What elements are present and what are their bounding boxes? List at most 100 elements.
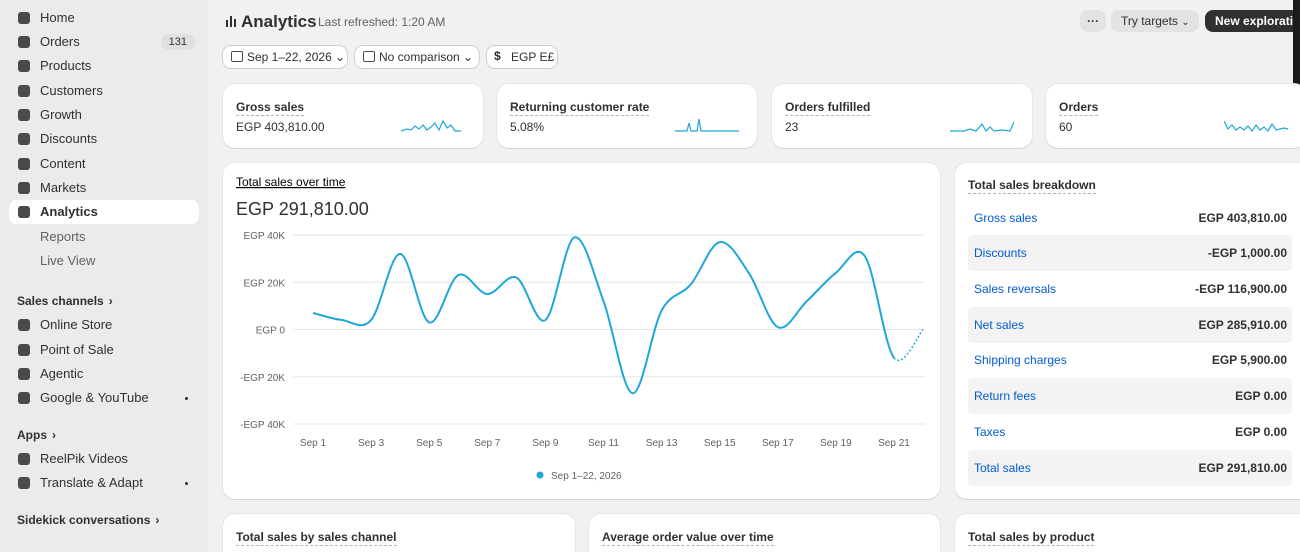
button-label: Try targets xyxy=(1121,14,1178,28)
product-card: Total sales by product xyxy=(955,514,1300,552)
breakdown-row: Shipping charges EGP 5,900.00 xyxy=(968,342,1292,378)
sparkline-path xyxy=(1224,120,1289,133)
chart: Total sales over time EGP 291,810.00 EGP… xyxy=(236,175,925,482)
nav-item[interactable]: Markets xyxy=(9,176,199,200)
nav-label: Google & YouTube xyxy=(40,390,149,405)
new-exploration-button[interactable]: New exploration xyxy=(1205,10,1300,32)
page-title: Analytics xyxy=(241,12,317,31)
comparison-filter[interactable]: No comparison ⌄ xyxy=(355,46,479,68)
breakdown-label[interactable]: Gross sales xyxy=(974,211,1038,225)
breakdown-row: Sales reversals -EGP 116,900.00 xyxy=(968,271,1292,307)
sparkline-path xyxy=(950,121,1015,132)
card-title: Total sales breakdown xyxy=(968,178,1096,194)
nav-icon xyxy=(18,12,30,24)
section-label: Apps xyxy=(17,428,47,442)
x-tick-label: Sep 3 xyxy=(358,438,385,449)
nav-label: ReelPik Videos xyxy=(40,451,128,466)
sidebar: Home Orders 131 Products Customers Growth Disc… xyxy=(0,0,208,552)
nav-label: Live View xyxy=(40,253,96,268)
sparkline-path xyxy=(401,119,461,132)
nav-icon xyxy=(18,85,30,97)
kpi-value: 60 xyxy=(1059,120,1073,134)
breakdown-label[interactable]: Sales reversals xyxy=(974,282,1057,296)
nav-item[interactable]: Point of Sale xyxy=(9,338,199,362)
currency-icon: $ xyxy=(494,49,501,63)
nav-item[interactable]: Home xyxy=(9,6,199,30)
nav-item[interactable]: Analytics xyxy=(9,200,199,224)
nav-item[interactable]: Discounts xyxy=(9,127,199,151)
nav-icon xyxy=(18,36,30,48)
nav-label: Reports xyxy=(40,229,86,244)
more-button[interactable]: ··· xyxy=(1080,10,1106,32)
breakdown-label[interactable]: Return fees xyxy=(974,389,1037,403)
x-tick-label: Sep 5 xyxy=(416,438,443,449)
filter-label: Sep 1–22, 2026 xyxy=(247,50,332,64)
kpi-label-wrap: Orders fulfilled xyxy=(785,100,871,116)
breakdown-label[interactable]: Total sales xyxy=(974,461,1031,475)
nav-item[interactable]: Agentic xyxy=(9,362,199,386)
x-tick-label: Sep 15 xyxy=(704,438,736,449)
breakdown-value: EGP 403,810.00 xyxy=(1198,211,1287,225)
kpi-card[interactable]: Gross sales EGP 403,810.00 xyxy=(223,84,483,148)
breakdown-value: EGP 291,810.00 xyxy=(1198,461,1287,475)
breakdown-label[interactable]: Net sales xyxy=(974,318,1025,332)
breakdown-value: -EGP 1,000.00 xyxy=(1207,246,1287,260)
nav-item[interactable]: Reports xyxy=(9,225,199,249)
kpi-label: Orders xyxy=(1059,100,1099,116)
nav-item[interactable]: Orders 131 xyxy=(9,30,199,54)
nav-item[interactable]: Google & YouTube xyxy=(9,386,199,410)
nav-label: Agentic xyxy=(40,366,84,381)
kpi-label: Returning customer rate xyxy=(510,100,650,116)
x-tick-label: Sep 21 xyxy=(878,438,910,449)
x-tick-label: Sep 13 xyxy=(646,438,678,449)
nav-item[interactable]: Content xyxy=(9,152,199,176)
nav-label: Online Store xyxy=(40,317,113,332)
nav-label: Products xyxy=(40,58,92,73)
kpi-label-wrap: Returning customer rate xyxy=(510,100,650,116)
date-filter[interactable]: Sep 1–22, 2026 ⌄ xyxy=(223,46,347,68)
breakdown-label[interactable]: Taxes xyxy=(974,425,1006,439)
compare-icon xyxy=(363,51,375,62)
section-header[interactable]: Sales channels › xyxy=(17,294,113,308)
kpi-label: Gross sales xyxy=(236,100,305,116)
chevron: › xyxy=(155,513,160,527)
nav-label: Analytics xyxy=(40,204,98,219)
breakdown-value: EGP 285,910.00 xyxy=(1198,318,1287,332)
kpi-value: 23 xyxy=(785,120,799,134)
nav-icon xyxy=(18,392,30,404)
breakdown-card: Total sales breakdown Gross sales EGP 403… xyxy=(955,163,1300,499)
filter-label: No comparison xyxy=(379,50,460,64)
section-header[interactable]: Sidekick conversations › xyxy=(17,513,159,527)
nav-badge: 131 xyxy=(160,34,195,50)
nav-label: Home xyxy=(40,10,75,25)
breakdown-label[interactable]: Shipping charges xyxy=(974,353,1067,367)
x-tick-label: Sep 1 xyxy=(300,438,327,449)
calendar-icon xyxy=(231,51,243,62)
currency-filter[interactable]: EGP E£ xyxy=(487,46,557,68)
y-tick-label: EGP 0 xyxy=(256,326,286,337)
nav-item[interactable]: Customers xyxy=(9,79,199,103)
nav-item[interactable]: Products xyxy=(9,54,199,78)
legend-label: Sep 1–22, 2026 xyxy=(551,471,622,482)
nav-item[interactable]: Live View xyxy=(9,249,199,273)
nav-label: Discounts xyxy=(40,131,98,146)
nav-item[interactable]: Online Store xyxy=(9,313,199,337)
nav-item[interactable]: Growth xyxy=(9,103,199,127)
sparkline xyxy=(401,119,461,132)
sales-channel-card: Total sales by sales channel xyxy=(223,514,575,552)
section-header[interactable]: Apps › xyxy=(17,428,56,442)
nav-icon xyxy=(18,206,30,218)
nav-label: Customers xyxy=(40,83,103,98)
nav-item[interactable]: ReelPik Videos xyxy=(9,447,199,471)
try-targets-button[interactable]: Try targets ⌄ xyxy=(1111,10,1199,32)
nav-item[interactable]: Translate & Adapt xyxy=(9,471,199,495)
aov-card: Average order value over time xyxy=(589,514,940,552)
kpi-card[interactable]: Orders 60 xyxy=(1046,84,1300,148)
nav-icon xyxy=(18,109,30,121)
nav-label: Orders xyxy=(40,34,80,49)
breakdown-label[interactable]: Discounts xyxy=(974,246,1027,260)
kpi-card[interactable]: Orders fulfilled 23 xyxy=(772,84,1032,148)
kpi-card[interactable]: Returning customer rate 5.08% xyxy=(497,84,757,148)
x-tick-label: Sep 7 xyxy=(474,438,501,449)
